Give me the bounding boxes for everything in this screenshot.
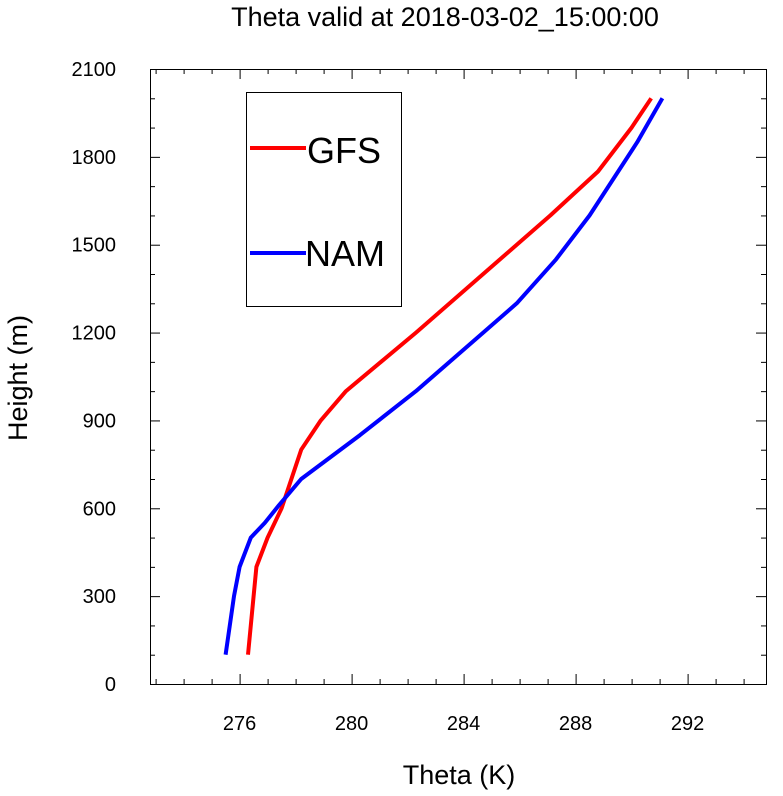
legend-label-nam: NAM xyxy=(305,233,385,274)
y-tick-label: 0 xyxy=(105,674,116,696)
x-tick-label: 288 xyxy=(559,713,592,735)
series-line-nam xyxy=(223,97,665,655)
y-axis-label: Height (m) xyxy=(3,315,33,441)
axis-tick-labels: 276 280 284 288 292 0 300 600 900 1200 1500 1800 210… xyxy=(72,59,705,735)
y-tick-label: 300 xyxy=(83,586,116,608)
plot-frame xyxy=(150,69,767,685)
x-axis-label: Theta (K) xyxy=(403,760,516,790)
series-line-gfs xyxy=(246,97,653,655)
y-tick-label: 1200 xyxy=(72,323,117,345)
axis-ticks xyxy=(150,69,766,685)
y-tick-label: 600 xyxy=(83,498,116,520)
y-tick-label: 1500 xyxy=(72,235,117,257)
x-tick-label: 276 xyxy=(223,713,256,735)
x-tick-label: 292 xyxy=(671,713,704,735)
y-tick-label: 1800 xyxy=(72,147,117,169)
chart-title: Theta valid at 2018-03-02_15:00:00 xyxy=(231,2,659,32)
legend: GFS NAM xyxy=(246,92,402,307)
y-axis-label-group: Height (m) xyxy=(3,315,33,441)
x-tick-label: 284 xyxy=(447,713,480,735)
x-tick-label: 280 xyxy=(335,713,368,735)
legend-box xyxy=(246,92,402,307)
legend-label-gfs: GFS xyxy=(307,130,381,171)
y-tick-label: 2100 xyxy=(72,59,117,81)
y-tick-label: 900 xyxy=(83,410,116,432)
data-lines xyxy=(223,97,665,655)
